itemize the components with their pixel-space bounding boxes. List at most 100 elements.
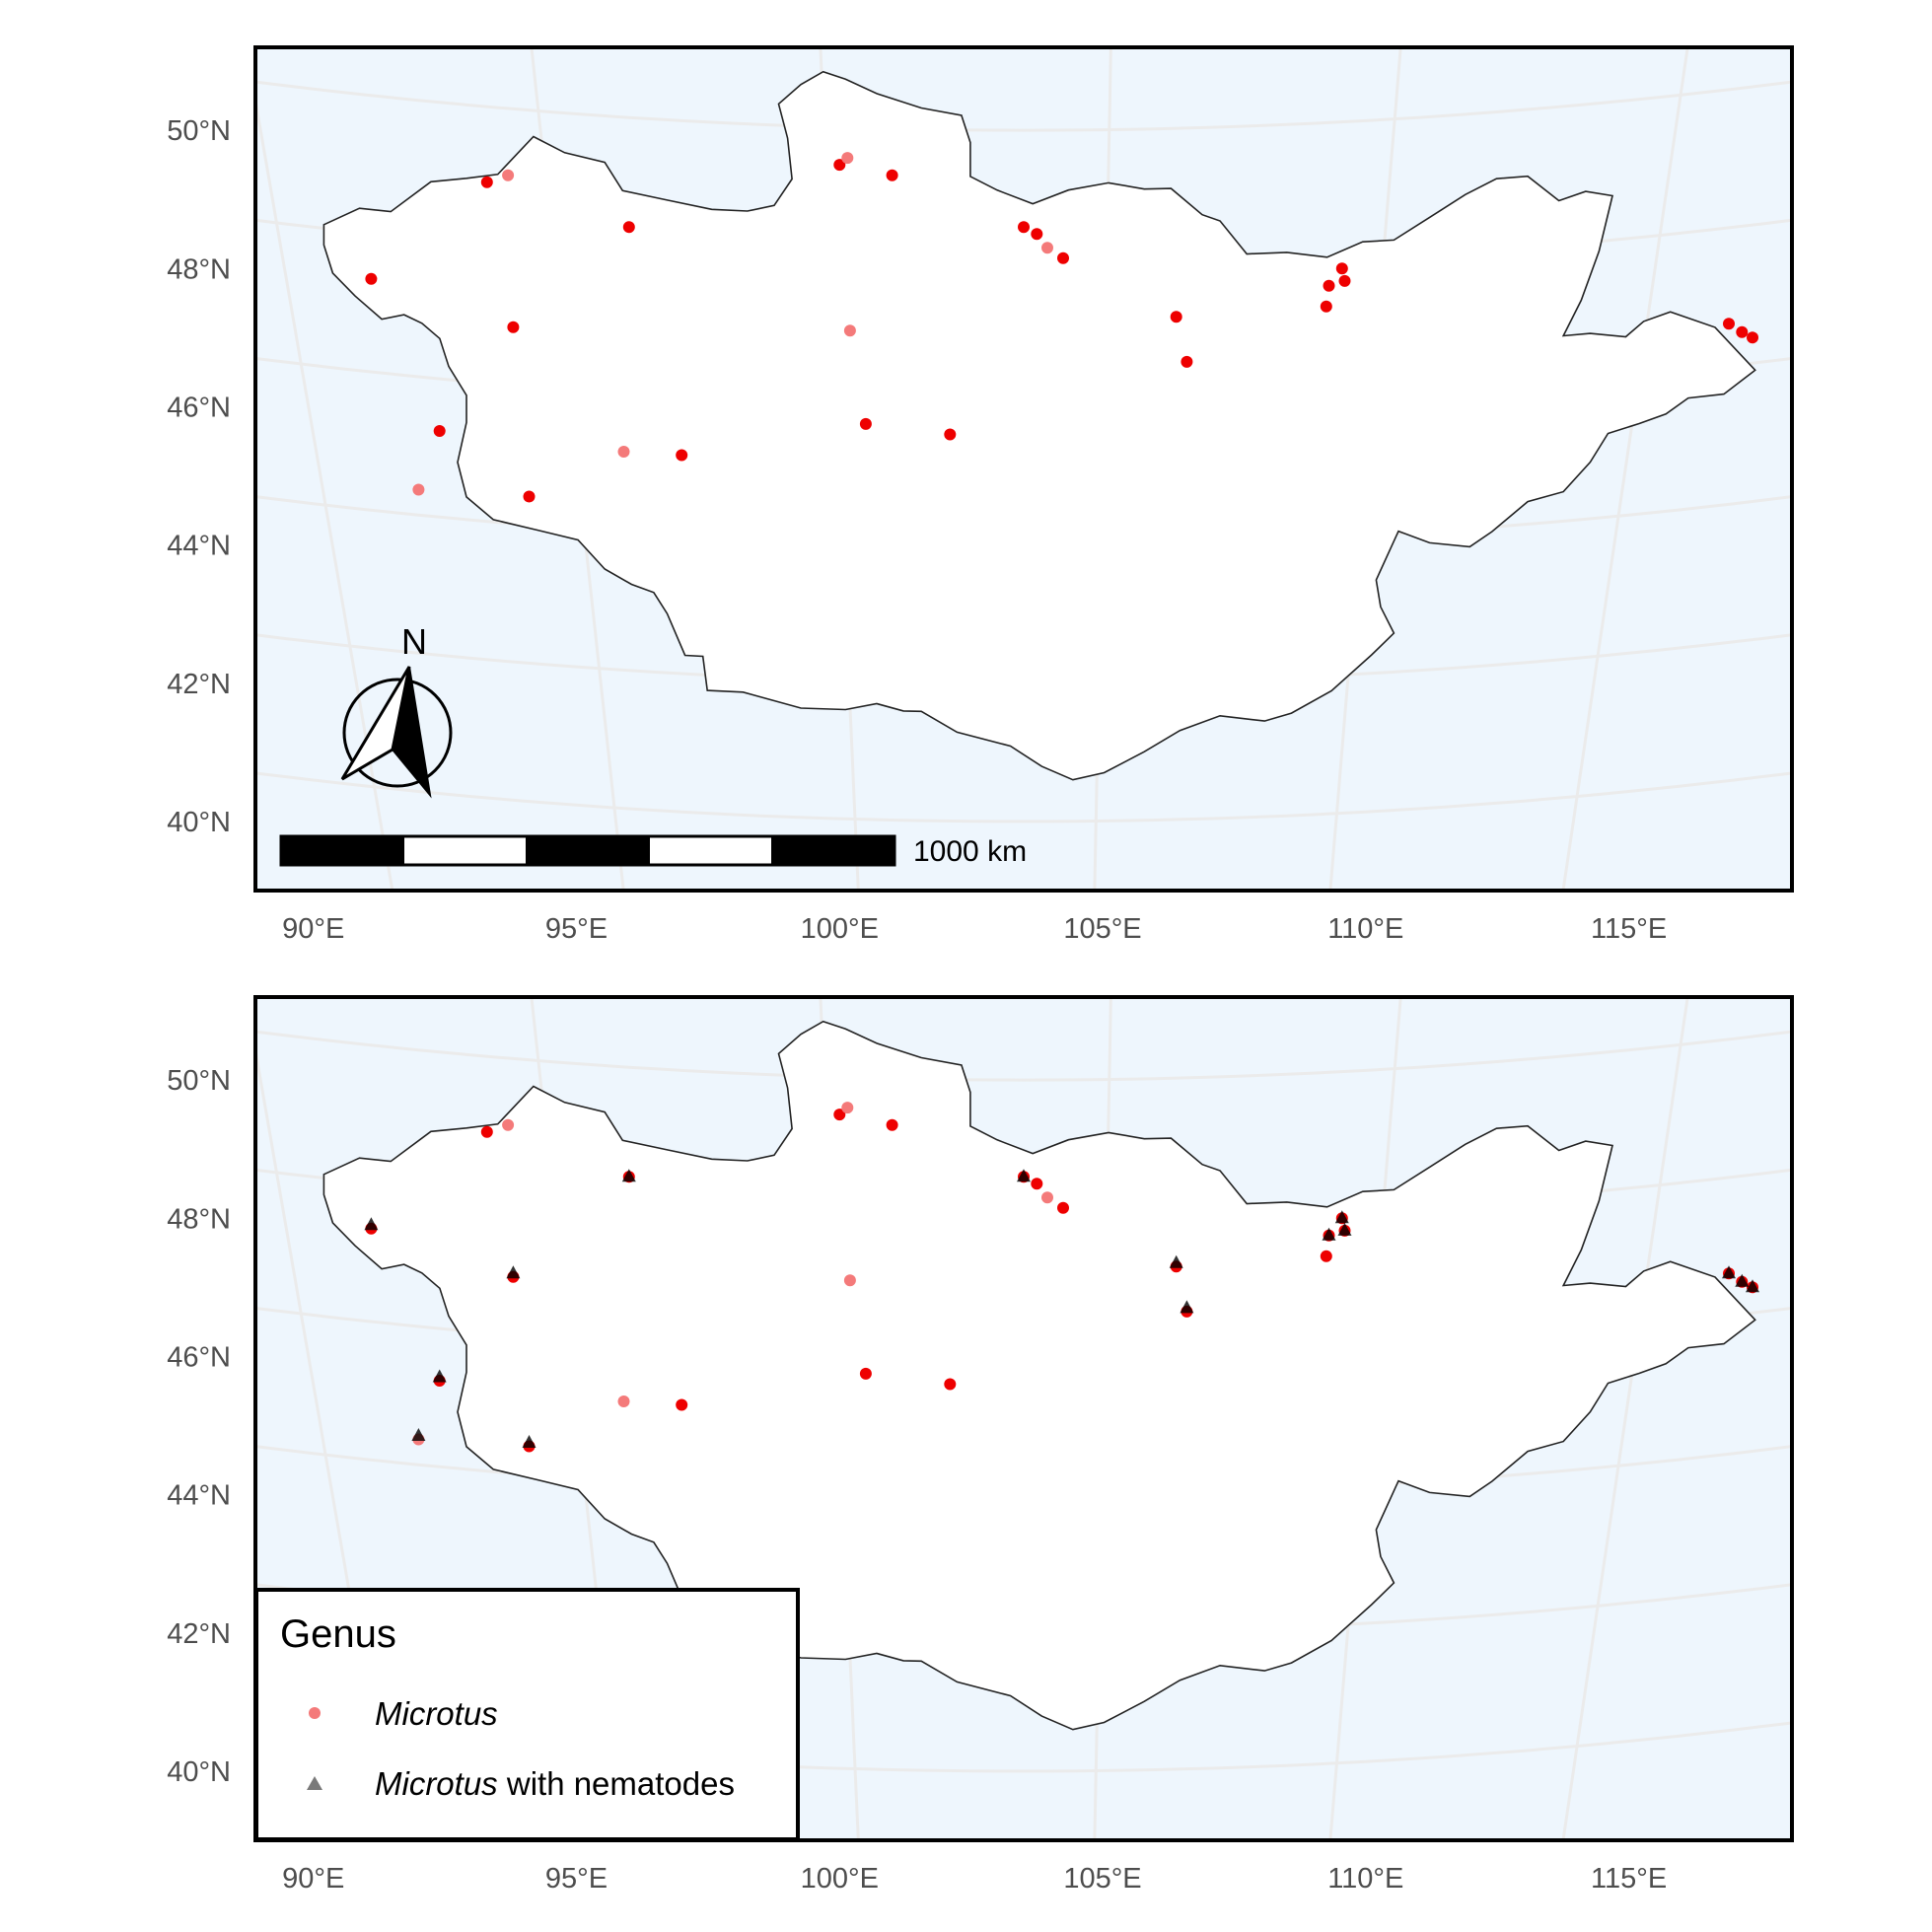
north-arrow: N	[340, 621, 453, 799]
microtus-point	[1018, 221, 1030, 234]
microtus-point	[859, 417, 872, 430]
x-tick-label: 105°E	[1063, 913, 1141, 945]
meridian-line	[1789, 1828, 1792, 1840]
legend: Genus Microtus Microtus with nematodes	[254, 1588, 800, 1841]
microtus-point	[480, 1125, 493, 1138]
y-axis-ticks: 40°N 42°N 44°N 46°N 48°N 50°N	[167, 115, 231, 838]
x-tick-label: 90°E	[282, 1863, 344, 1895]
microtus-point	[507, 321, 520, 333]
microtus-point	[841, 152, 854, 165]
microtus-point	[617, 446, 630, 458]
microtus-point	[412, 483, 425, 496]
scale-bar-segment	[771, 836, 894, 865]
microtus-point	[523, 490, 536, 503]
parallel-line	[255, 80, 1792, 132]
legend-label-microtus-with-nematodes: Microtus with nematodes	[375, 1765, 735, 1802]
nematode-point	[1735, 1273, 1750, 1287]
meridian-line	[0, 0, 181, 951]
microtus-point	[365, 272, 378, 285]
microtus-point	[1736, 325, 1749, 338]
x-tick-label: 115°E	[1591, 913, 1667, 945]
y-tick-label: 46°N	[167, 1341, 231, 1373]
y-tick-label: 42°N	[167, 669, 231, 700]
microtus-point	[1723, 318, 1735, 330]
x-tick-label: 115°E	[1591, 1863, 1667, 1895]
legend-box	[254, 1588, 800, 1841]
microtus-point	[1057, 1201, 1069, 1214]
nematode-point	[1334, 1210, 1349, 1224]
nematode-point	[1169, 1254, 1183, 1268]
microtus-point	[622, 221, 635, 234]
x-axis-ticks: 90°E 95°E 100°E 105°E 110°E 115°E	[282, 913, 1667, 945]
x-tick-label: 110°E	[1327, 913, 1403, 945]
nematode-points	[364, 1169, 1759, 1448]
y-tick-label: 48°N	[167, 253, 231, 285]
x-tick-label: 105°E	[1063, 1863, 1141, 1895]
nematode-point	[364, 1217, 379, 1231]
x-tick-label: 90°E	[282, 913, 344, 945]
nematode-point	[1746, 1279, 1759, 1293]
y-tick-label: 44°N	[167, 1480, 231, 1512]
meridian-line	[1561, 997, 1689, 1840]
microtus-point	[1031, 228, 1043, 241]
meridian-line	[0, 795, 181, 1900]
nematode-point	[1722, 1265, 1736, 1279]
legend-title: Genus	[280, 1612, 396, 1656]
y-tick-label: 50°N	[167, 1065, 231, 1097]
microtus-point	[833, 1109, 846, 1121]
scale-bar: 1000 km	[279, 834, 1027, 868]
x-tick-label: 110°E	[1327, 1863, 1403, 1895]
mongolia-outline	[322, 70, 1756, 781]
nematode-point	[1337, 1222, 1352, 1236]
meridian-line	[1561, 47, 1689, 891]
y-tick-label: 40°N	[167, 1756, 231, 1788]
microtus-point	[1323, 279, 1335, 292]
nematode-point	[432, 1369, 447, 1383]
north-arrow-right-wing	[391, 666, 432, 799]
microtus-point	[944, 1378, 957, 1391]
x-tick-label: 100°E	[801, 913, 879, 945]
microtus-point	[1335, 262, 1348, 275]
microtus-point	[1338, 274, 1351, 287]
microtus-point	[502, 1118, 515, 1131]
scale-bar-segment	[526, 836, 650, 865]
microtus-point	[886, 1118, 898, 1131]
nematode-point	[411, 1428, 426, 1441]
microtus-point	[1181, 355, 1193, 368]
microtus-point	[886, 169, 898, 181]
nematode-point	[522, 1435, 537, 1448]
y-tick-label: 48°N	[167, 1203, 231, 1235]
parallel-line	[255, 1030, 1792, 1082]
microtus-point	[1031, 1178, 1043, 1190]
microtus-point	[1320, 300, 1332, 313]
microtus-point	[502, 169, 515, 181]
x-axis-ticks: 90°E 95°E 100°E 105°E 110°E 115°E	[282, 1863, 1667, 1895]
y-tick-label: 44°N	[167, 531, 231, 562]
microtus-point	[1170, 311, 1182, 323]
meridian-line	[1789, 879, 1792, 891]
nematode-point	[506, 1265, 521, 1279]
microtus-point	[1041, 1191, 1053, 1204]
x-tick-label: 100°E	[801, 1863, 879, 1895]
microtus-point	[676, 449, 688, 462]
nematode-point	[1180, 1300, 1194, 1314]
map-panel-bottom: Genus Microtus Microtus with nematodes 4…	[0, 795, 1794, 1900]
legend-key-microtus-with-nematodes	[307, 1776, 322, 1790]
scale-bar-label: 1000 km	[913, 835, 1027, 868]
microtus-point	[676, 1398, 688, 1411]
y-axis-ticks: 40°N 42°N 44°N 46°N 48°N 50°N	[167, 1065, 231, 1788]
meridian-line	[255, 92, 394, 891]
microtus-point	[617, 1395, 630, 1407]
microtus-point	[480, 176, 493, 188]
microtus-point	[833, 159, 846, 172]
y-tick-label: 40°N	[167, 807, 231, 838]
microtus-point	[841, 1102, 854, 1114]
microtus-point	[1320, 1250, 1332, 1262]
north-arrow-label: N	[401, 621, 427, 662]
x-tick-label: 95°E	[545, 913, 608, 945]
microtus-point	[843, 1274, 856, 1287]
microtus-point	[1747, 331, 1758, 344]
nematode-point	[1017, 1169, 1031, 1182]
north-arrow-circle	[342, 678, 453, 788]
